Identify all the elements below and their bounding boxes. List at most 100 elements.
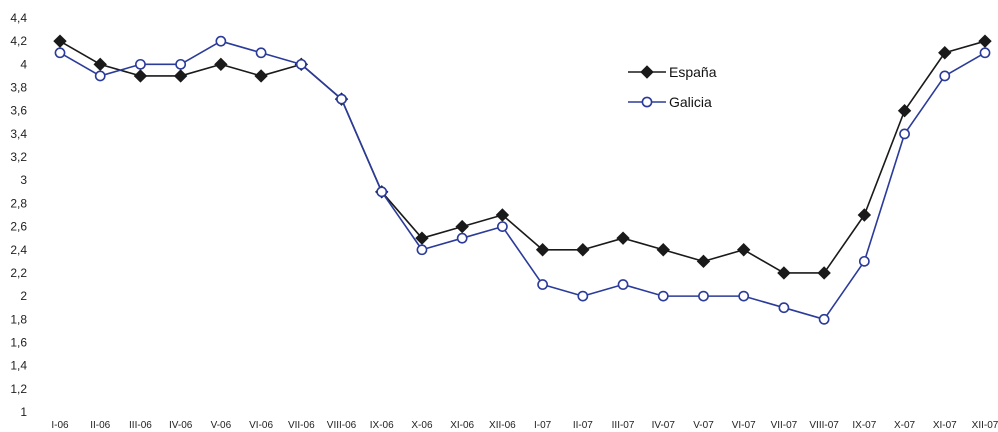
series-line-galicia <box>59 40 986 321</box>
x-tick-label: I-07 <box>534 420 552 431</box>
data-point-galicia <box>255 47 267 59</box>
data-point-espana <box>173 69 188 83</box>
x-tick-label: XI-06 <box>450 420 474 431</box>
data-point-galicia <box>778 302 790 314</box>
data-point-espana <box>214 57 228 72</box>
series-line-espana <box>59 40 986 274</box>
x-tick-label: II-06 <box>90 420 110 431</box>
data-point-galicia <box>939 70 951 82</box>
y-tick-label: 1,4 <box>10 359 27 373</box>
data-point-espana <box>455 219 469 234</box>
data-point-galicia <box>336 93 347 105</box>
legend-item-galicia: Galicia <box>628 94 712 110</box>
x-tick-label: IV-06 <box>169 420 193 431</box>
data-point-espana <box>897 103 912 118</box>
data-point-espana <box>576 243 590 257</box>
data-point-espana <box>656 243 670 257</box>
x-tick-label: IV-07 <box>652 420 676 431</box>
x-tick-label: VII-06 <box>288 420 315 431</box>
data-point-espana <box>415 231 429 245</box>
data-point-espana <box>857 208 872 222</box>
x-tick-label: VII-07 <box>771 420 798 431</box>
x-tick-label: V-07 <box>693 420 714 431</box>
x-tick-label: III-07 <box>612 420 635 431</box>
y-tick-label: 3,8 <box>10 81 27 95</box>
y-tick-label: 2,4 <box>10 243 27 257</box>
data-point-galicia <box>577 290 589 302</box>
data-point-galicia <box>376 186 388 198</box>
x-tick-label: XII-07 <box>972 420 998 431</box>
data-point-espana <box>777 266 791 280</box>
y-tick-label: 4,4 <box>10 11 27 25</box>
series-markers <box>53 34 992 325</box>
data-point-galicia <box>175 58 187 70</box>
data-point-galicia <box>899 128 910 140</box>
x-tick-label: IX-07 <box>852 420 876 431</box>
x-tick-label: VIII-06 <box>327 420 357 431</box>
y-tick-label: 4 <box>20 57 27 71</box>
data-point-galicia <box>698 290 709 302</box>
x-tick-label: IX-06 <box>370 420 394 431</box>
data-point-galicia <box>617 279 629 290</box>
data-point-espana <box>495 208 510 222</box>
y-axis-ticks: 1 1,2 1,4 1,6 1,8 2 2,2 2,4 2,6 2,8 3 3,2 3,4 3,6 3,8 4… <box>10 11 27 419</box>
x-tick-label: VIII-07 <box>809 420 839 431</box>
x-tick-label: XI-07 <box>933 420 957 431</box>
data-point-galicia <box>135 58 146 70</box>
x-tick-label: V-06 <box>211 420 232 431</box>
data-point-espana <box>93 57 107 72</box>
y-tick-label: 1 <box>20 405 27 419</box>
y-tick-label: 1,2 <box>10 382 27 396</box>
legend-label: España <box>669 64 717 80</box>
data-point-galicia <box>496 221 508 232</box>
x-tick-label: X-06 <box>411 420 433 431</box>
data-point-espana <box>53 34 67 48</box>
data-point-galicia <box>94 70 106 82</box>
data-point-galicia <box>537 279 549 290</box>
data-point-galicia <box>215 35 227 47</box>
y-tick-label: 1,6 <box>10 335 27 349</box>
data-point-galicia <box>295 58 307 70</box>
data-point-espana <box>978 34 992 48</box>
y-tick-label: 3 <box>20 173 27 187</box>
legend-label: Galicia <box>669 94 712 110</box>
x-tick-label: III-06 <box>129 420 152 431</box>
y-tick-label: 4,2 <box>10 34 27 48</box>
data-point-espana <box>616 231 630 245</box>
y-tick-label: 2,6 <box>10 220 27 234</box>
data-point-galicia <box>657 290 669 302</box>
series-lines <box>59 40 986 321</box>
y-tick-label: 2 <box>20 289 27 303</box>
data-point-espana <box>696 254 711 269</box>
x-tick-label: VI-06 <box>249 420 273 431</box>
y-tick-label: 3,6 <box>10 104 27 118</box>
legend-marker <box>641 96 653 108</box>
y-tick-label: 2,2 <box>10 266 27 280</box>
x-tick-label: VI-07 <box>732 420 756 431</box>
x-axis-ticks: I-06 II-06 III-06 IV-06 V-06 VI-06 VII-06 VIII-… <box>51 420 998 431</box>
x-tick-label: I-06 <box>51 420 69 431</box>
x-tick-label: II-07 <box>573 420 593 431</box>
y-tick-label: 2,8 <box>10 196 27 210</box>
data-point-espana <box>535 243 550 257</box>
x-tick-label: XII-06 <box>489 420 516 431</box>
data-point-espana <box>817 266 831 280</box>
y-tick-label: 1,8 <box>10 312 27 326</box>
legend: España Galicia <box>628 64 717 110</box>
data-point-galicia <box>818 313 830 325</box>
x-tick-label: X-07 <box>894 420 916 431</box>
data-point-espana <box>133 69 148 83</box>
legend-marker <box>640 65 654 79</box>
legend-item-espana: España <box>628 64 717 80</box>
y-tick-label: 3,4 <box>10 127 27 141</box>
y-tick-label: 3,2 <box>10 150 27 164</box>
data-point-galicia <box>54 47 66 59</box>
data-point-espana <box>938 46 952 60</box>
data-point-galicia <box>416 244 428 256</box>
data-point-galicia <box>738 290 750 302</box>
data-point-galicia <box>858 255 870 267</box>
data-point-espana <box>254 69 268 83</box>
data-point-galicia <box>979 47 991 59</box>
data-point-espana <box>736 243 751 257</box>
